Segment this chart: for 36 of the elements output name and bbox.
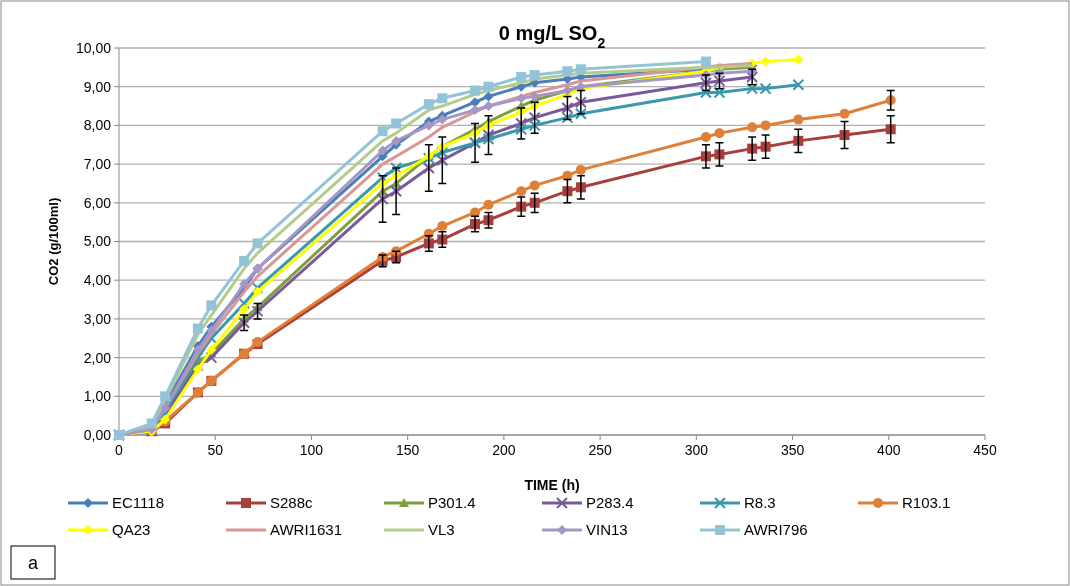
x-tick-label: 350 [780, 442, 805, 458]
y-tick-label: 8,00 [83, 117, 112, 134]
y-tick-label: 7,00 [83, 156, 112, 172]
y-tick-label: 4,00 [83, 272, 112, 289]
x-axis-title: TIME (h) [524, 477, 580, 493]
chart-title: 0 mg/L SO$_{2}$ [498, 22, 606, 51]
x-tick-label: 0 [115, 442, 124, 458]
y-tick-label: 3,00 [83, 310, 112, 327]
x-tick-label: 100 [299, 442, 324, 458]
x-tick-label: 200 [492, 442, 516, 458]
x-tick-label: 150 [395, 442, 420, 458]
y-tick-label: 0,00 [83, 426, 112, 443]
legend-label: AWRI796 [744, 521, 808, 539]
legend-label: QA23 [112, 521, 151, 539]
y-tick-label: 9,00 [83, 78, 112, 95]
y-tick-label: 10,00 [75, 39, 112, 56]
legend-label: R103.1 [902, 494, 951, 512]
y-tick-label: 6,00 [83, 194, 112, 211]
legend-label: EC1118 [112, 494, 164, 512]
legend-label: AWRI1631 [270, 521, 342, 539]
x-tick-label: 300 [684, 442, 709, 458]
text: a [27, 553, 39, 574]
y-tick-label: 2,00 [83, 349, 112, 366]
legend-label: P283.4 [586, 494, 634, 512]
legend-label: VIN13 [586, 521, 628, 539]
legend-label: VL3 [428, 521, 455, 539]
x-tick-label: 400 [877, 442, 901, 458]
x-tick-label: 450 [973, 442, 997, 458]
legend-label: R8.3 [744, 494, 776, 512]
y-tick-label: 1,00 [83, 388, 112, 405]
y-tick-label: 5,00 [83, 233, 112, 250]
y-axis-title: CO2 (g/100ml) [46, 197, 61, 286]
legend-label: P301.4 [428, 494, 476, 512]
legend-label: S288c [270, 494, 314, 512]
x-tick-label: 250 [588, 442, 612, 458]
x-tick-label: 50 [207, 442, 224, 458]
